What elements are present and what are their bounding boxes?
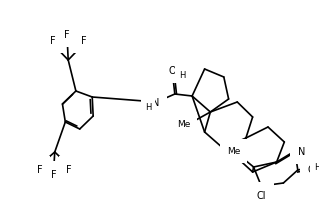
Text: F: F <box>81 36 86 46</box>
Text: F: F <box>66 164 72 174</box>
Text: F: F <box>64 30 70 40</box>
Text: H: H <box>145 103 151 112</box>
Text: Me: Me <box>227 147 240 156</box>
Text: O: O <box>308 164 315 174</box>
Text: N: N <box>152 98 159 108</box>
Text: F: F <box>51 169 56 179</box>
Text: F: F <box>50 36 56 46</box>
Text: H: H <box>179 70 185 79</box>
Text: O: O <box>168 66 176 76</box>
Text: Cl: Cl <box>256 190 266 200</box>
Text: F: F <box>37 164 42 174</box>
Text: N: N <box>298 146 305 156</box>
Text: H: H <box>314 163 319 172</box>
Text: Me: Me <box>177 120 190 129</box>
